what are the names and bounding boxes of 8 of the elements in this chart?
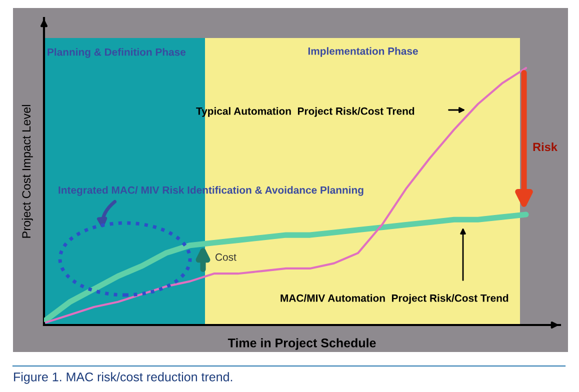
annotation: MAC/MIV Automation Project Risk/Cost Trend <box>280 294 508 304</box>
caption: Figure 1. MAC risk/cost reduction trend. <box>14 372 232 384</box>
text: Implementation Phase <box>308 47 418 57</box>
annotation: Risk <box>533 142 558 152</box>
x-axis-title: Time in Project Schedule <box>228 338 376 350</box>
y-axis-title: Project Cost Impact Level <box>22 105 33 238</box>
text: Planning & Definition Phase <box>48 48 186 58</box>
annotation: Cost <box>216 253 236 261</box>
